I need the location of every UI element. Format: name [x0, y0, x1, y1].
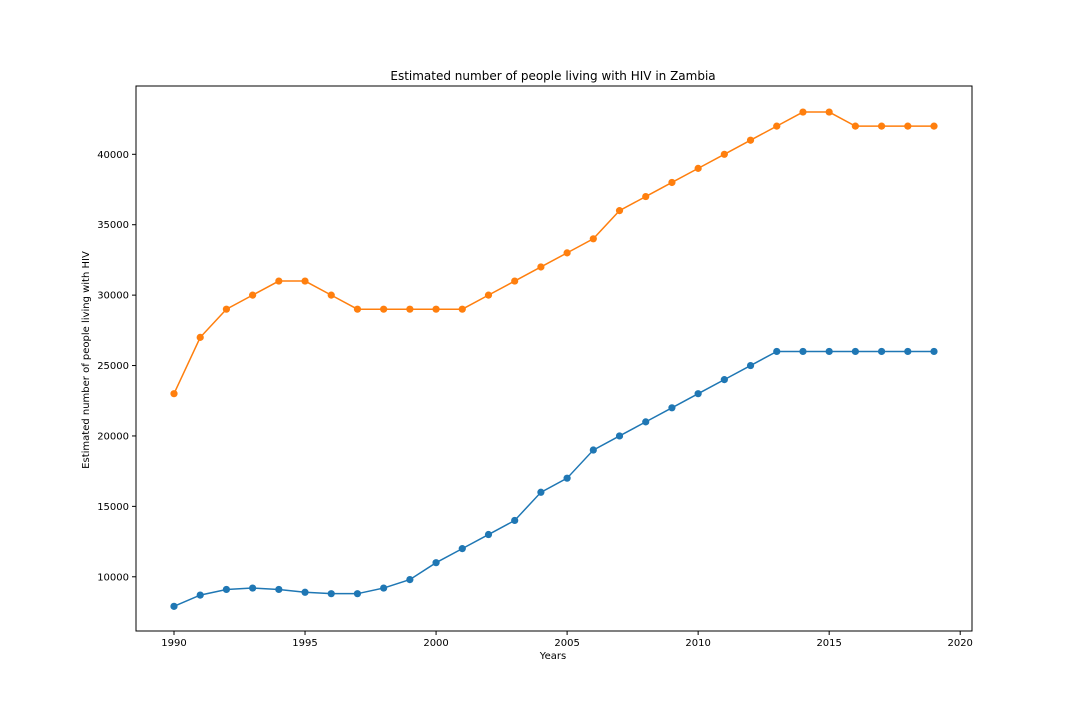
series-1-point	[746, 361, 755, 370]
series-2-point	[275, 277, 283, 285]
series-1-point	[484, 530, 493, 539]
x-tick-label: 2015	[816, 638, 841, 649]
series-2-line	[173, 111, 934, 395]
y-tick-label: 20000	[97, 431, 129, 442]
series-2-point	[406, 305, 414, 313]
series-2-point	[799, 108, 807, 116]
series-2-point	[877, 122, 886, 130]
series-1-point	[642, 418, 650, 426]
y-axis-label: Estimated number of people living with H…	[81, 251, 92, 469]
series-1-point	[799, 347, 807, 356]
series-1-point	[589, 446, 597, 454]
series-1-point	[877, 347, 886, 356]
series-1-point	[511, 516, 519, 525]
series-2-point	[170, 390, 178, 398]
series-2-point	[249, 291, 257, 299]
series-1-point	[222, 585, 231, 594]
series-2-point	[432, 305, 440, 313]
y-tick-label: 15000	[97, 502, 129, 513]
series-2-point	[930, 122, 938, 130]
x-tick-label: 1990	[161, 638, 186, 649]
series-2-point	[773, 122, 781, 130]
y-tick-label: 40000	[97, 150, 129, 161]
y-tick-label: 35000	[97, 220, 129, 231]
series-1-point	[380, 584, 388, 592]
x-axis-label: Years	[539, 651, 566, 662]
series-1-point	[537, 488, 545, 496]
x-tick-label: 1995	[292, 638, 317, 649]
series-1-point	[668, 404, 676, 412]
series-1-line	[173, 350, 934, 608]
chart-title: Estimated number of people living with H…	[390, 69, 715, 83]
series-2-point	[694, 164, 702, 172]
series-2-point	[301, 277, 309, 285]
series-2-point	[615, 207, 624, 215]
series-2-point	[589, 235, 597, 243]
x-tick-label: 2000	[423, 638, 448, 649]
series-2-point	[668, 178, 676, 187]
series-1-point	[275, 585, 283, 594]
y-tick-label: 30000	[97, 291, 129, 302]
series-1-point	[563, 474, 571, 482]
series-1-point	[694, 390, 702, 398]
series-1-point	[301, 588, 309, 596]
series-2-point	[380, 305, 388, 313]
series-1-point	[720, 376, 728, 384]
series-2-point	[222, 305, 231, 313]
series-1-point	[930, 347, 938, 356]
series-2-point	[904, 122, 912, 130]
series-2-point	[196, 333, 204, 341]
series-2-point	[511, 277, 519, 285]
series-1-point	[196, 591, 204, 599]
plot-area: 1990 1995 2000 2005 2010 2015 2020 10000 15000 20…	[97, 85, 973, 649]
series-1-point	[615, 432, 624, 440]
series-1-point	[327, 590, 335, 598]
series-2-point	[458, 305, 466, 313]
series-2-point	[537, 263, 545, 271]
series-2-point	[746, 136, 755, 144]
series-1-point	[353, 590, 362, 598]
x-tick-label: 2010	[685, 638, 710, 649]
series-2-point	[563, 249, 571, 257]
x-tick-label: 2020	[947, 638, 972, 649]
series-2-point	[327, 291, 335, 299]
x-tick-label: 2005	[554, 638, 579, 649]
y-tick-label: 10000	[97, 572, 129, 583]
series-1-point	[432, 559, 440, 567]
series-1-point	[406, 575, 414, 584]
series-2-point	[825, 108, 833, 116]
series-1-point	[249, 584, 257, 592]
series-2-point	[484, 291, 493, 299]
series-2-point	[642, 192, 650, 201]
series-1-point	[904, 347, 912, 356]
axes-frame	[135, 85, 973, 632]
series-1-point	[773, 347, 781, 356]
series-2-point	[851, 122, 859, 130]
series-1-point	[458, 545, 466, 553]
y-tick-label: 25000	[97, 361, 129, 372]
series-1-point	[170, 602, 178, 610]
series-1-point	[825, 347, 833, 356]
series-2-point	[353, 305, 362, 313]
series-1-point	[851, 347, 859, 356]
series-2-point	[720, 150, 728, 158]
